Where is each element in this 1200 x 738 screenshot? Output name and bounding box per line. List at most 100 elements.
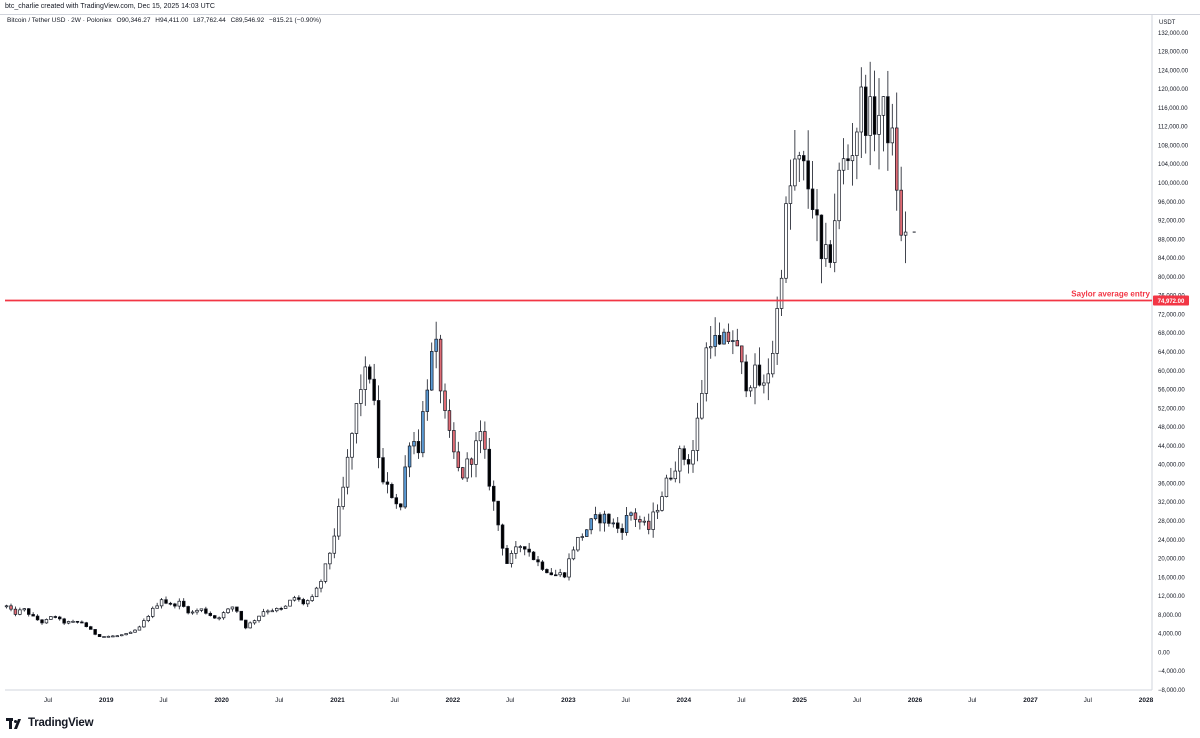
candle-up[interactable] — [257, 615, 261, 622]
candle-down[interactable] — [213, 615, 217, 619]
candle-up[interactable] — [177, 600, 182, 607]
candle-down[interactable] — [368, 366, 372, 380]
candle-up[interactable] — [850, 155, 855, 162]
candle-up[interactable] — [589, 518, 593, 531]
candle-down[interactable] — [487, 448, 492, 487]
candle-up[interactable] — [328, 552, 332, 565]
candle-up[interactable] — [288, 599, 292, 607]
candle-up[interactable] — [66, 621, 71, 624]
candle-down[interactable] — [505, 547, 509, 564]
candle-down[interactable] — [9, 605, 13, 610]
candle-up[interactable] — [292, 597, 297, 601]
candle-down[interactable] — [607, 513, 611, 524]
candle-up[interactable] — [833, 220, 837, 263]
candle-up[interactable] — [323, 563, 328, 582]
candle-up[interactable] — [217, 617, 221, 620]
candle-down[interactable] — [456, 451, 461, 468]
candle-up[interactable] — [797, 155, 802, 160]
candle-up[interactable] — [270, 610, 275, 613]
candle-up[interactable] — [558, 572, 562, 576]
candle-down[interactable] — [523, 546, 527, 550]
candle-up[interactable] — [465, 458, 469, 479]
candle-up[interactable] — [403, 466, 407, 508]
candle-up[interactable] — [766, 373, 771, 384]
candle-up[interactable] — [261, 611, 266, 617]
candle-down[interactable] — [186, 606, 190, 614]
candle-down[interactable] — [390, 484, 394, 499]
candle-down[interactable] — [872, 96, 877, 135]
candle-up[interactable] — [230, 606, 235, 610]
candle-up[interactable] — [146, 616, 151, 621]
candle-up[interactable] — [784, 203, 788, 279]
candle-up[interactable] — [567, 558, 571, 578]
candle-up[interactable] — [709, 346, 713, 349]
candle-up[interactable] — [859, 86, 864, 133]
candle-up[interactable] — [71, 620, 75, 623]
candle-up[interactable] — [580, 536, 585, 538]
candle-up[interactable] — [221, 612, 226, 619]
candle-down[interactable] — [846, 158, 850, 162]
candle-up[interactable] — [310, 596, 314, 601]
candle-down[interactable] — [75, 620, 80, 623]
candle-up[interactable] — [642, 520, 647, 523]
candle-down[interactable] — [682, 448, 686, 460]
candle-down[interactable] — [549, 572, 554, 576]
candle-up[interactable] — [124, 633, 128, 636]
candle-down[interactable] — [204, 608, 208, 614]
candle-up[interactable] — [611, 522, 616, 525]
candle-up[interactable] — [354, 403, 359, 434]
candle-down[interactable] — [717, 334, 722, 345]
candle-down[interactable] — [545, 569, 549, 574]
candle-up[interactable] — [478, 431, 483, 442]
candle-down[interactable] — [895, 127, 899, 191]
candle-down[interactable] — [297, 597, 301, 600]
candle-down[interactable] — [527, 548, 531, 553]
candle-up[interactable] — [128, 631, 133, 634]
candle-up[interactable] — [115, 635, 120, 638]
candle-up[interactable] — [407, 445, 412, 468]
candle-down[interactable] — [452, 430, 456, 453]
candle-down[interactable] — [828, 244, 833, 263]
candle-down[interactable] — [399, 503, 403, 508]
candle-up[interactable] — [106, 635, 111, 638]
candle-down[interactable] — [447, 410, 452, 431]
candle-up[interactable] — [412, 441, 416, 447]
candle-up[interactable] — [700, 393, 704, 419]
candle-up[interactable] — [629, 512, 633, 516]
candle-up[interactable] — [159, 599, 164, 607]
candle-up[interactable] — [881, 96, 886, 116]
candle-up[interactable] — [748, 387, 753, 392]
candle-up[interactable] — [753, 364, 757, 389]
candle-down[interactable] — [235, 606, 239, 612]
candle-up[interactable] — [571, 549, 576, 560]
candle-down[interactable] — [182, 600, 186, 607]
candle-down[interactable] — [372, 378, 376, 401]
candle-down[interactable] — [443, 390, 447, 411]
candle-down[interactable] — [13, 608, 18, 615]
candle-up[interactable] — [841, 158, 846, 171]
candle-down[interactable] — [40, 619, 44, 624]
candle-up[interactable] — [137, 626, 142, 631]
candle-down[interactable] — [500, 524, 505, 549]
candle-up[interactable] — [775, 308, 779, 354]
candle-up[interactable] — [306, 600, 310, 605]
candle-up[interactable] — [314, 587, 319, 598]
candle-up[interactable] — [824, 244, 828, 260]
candle-up[interactable] — [22, 608, 27, 611]
candle-down[interactable] — [536, 559, 540, 563]
candle-down[interactable] — [806, 160, 810, 190]
candle-up[interactable] — [341, 486, 345, 507]
candle-down[interactable] — [416, 441, 421, 454]
candle-down[interactable] — [381, 457, 385, 483]
candle-down[interactable] — [89, 626, 93, 630]
symbol-name[interactable]: Bitcoin / Tether USD · 2W · Poloniex — [7, 17, 112, 24]
candle-down[interactable] — [562, 572, 567, 578]
candle-up[interactable] — [655, 509, 660, 513]
candle-up[interactable] — [332, 535, 337, 554]
candle-down[interactable] — [279, 608, 283, 610]
candle-down[interactable] — [244, 619, 248, 629]
candle-up[interactable] — [837, 169, 841, 222]
candle-down[interactable] — [58, 616, 62, 620]
candle-up[interactable] — [283, 605, 288, 609]
candle-up[interactable] — [430, 351, 434, 391]
